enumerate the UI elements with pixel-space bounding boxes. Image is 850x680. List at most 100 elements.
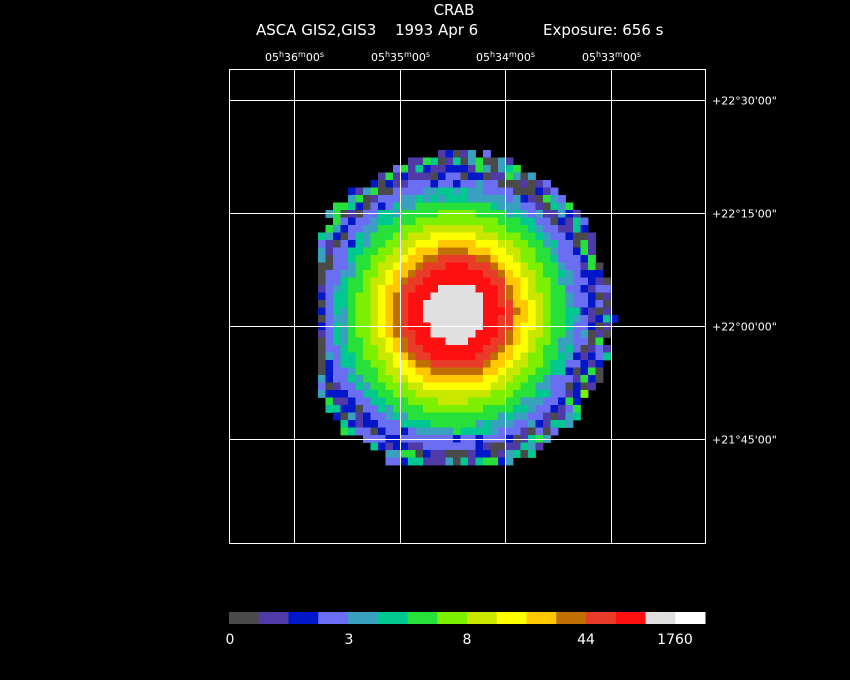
image-pixel [483, 187, 491, 196]
image-pixel [535, 390, 544, 398]
image-pixel [460, 217, 469, 226]
image-pixel [438, 412, 446, 421]
colorbar-tick-label: 8 [463, 632, 472, 648]
image-pixel [513, 270, 521, 278]
image-pixel [558, 292, 566, 301]
colorbar-tick-label: 0 [226, 632, 235, 648]
image-pixel [340, 285, 349, 293]
image-pixel [318, 337, 326, 346]
image-pixel [558, 382, 566, 391]
image-pixel [468, 172, 476, 181]
image-pixel [445, 397, 454, 406]
image-pixel [318, 277, 326, 286]
image-pixel [550, 345, 559, 353]
image-pixel [325, 360, 334, 368]
image-pixel [363, 225, 371, 233]
image-pixel [520, 360, 529, 368]
image-pixel [430, 195, 439, 203]
colorbar-swatch [258, 612, 289, 624]
image-pixel [333, 367, 341, 376]
image-pixel [603, 315, 611, 323]
image-pixel [370, 397, 379, 406]
image-pixel [550, 412, 559, 421]
image-pixel [430, 307, 439, 316]
image-pixel [385, 180, 394, 188]
image-pixel [370, 330, 379, 338]
image-pixel [415, 270, 424, 278]
image-pixel [355, 225, 364, 233]
image-pixel [520, 202, 529, 211]
image-pixel [460, 240, 469, 248]
image-pixel [550, 360, 559, 368]
image-pixel [588, 277, 596, 286]
image-pixel [400, 420, 409, 428]
image-pixel [460, 307, 469, 316]
image-pixel [385, 405, 394, 413]
image-pixel [445, 187, 454, 196]
image-pixel [370, 195, 379, 203]
image-pixel [513, 405, 521, 413]
image-pixel [475, 262, 484, 271]
image-pixel [445, 285, 454, 293]
image-pixel [505, 285, 514, 293]
image-pixel [363, 277, 371, 286]
image-pixel [438, 270, 446, 278]
image-pixel [348, 225, 356, 233]
image-pixel [483, 315, 491, 323]
image-pixel [318, 270, 326, 278]
image-pixel [385, 367, 394, 376]
image-pixel [573, 247, 581, 256]
image-pixel [460, 172, 469, 181]
image-pixel [370, 255, 379, 263]
colorbar-tick-labels: 0 3 8 44 1760 [226, 632, 693, 648]
image-pixel [535, 352, 544, 361]
image-pixel [528, 345, 536, 353]
image-pixel [520, 307, 529, 316]
image-pixel [333, 307, 341, 316]
image-pixel [580, 247, 589, 256]
image-pixel [573, 232, 581, 241]
image-pixel [475, 232, 484, 241]
image-pixel [558, 337, 566, 346]
image-pixel [400, 352, 409, 361]
image-pixel [505, 217, 514, 226]
image-pixel [340, 397, 349, 406]
image-pixel [513, 442, 521, 451]
image-pixel [348, 307, 356, 316]
image-pixel [580, 240, 589, 248]
image-pixel [543, 225, 551, 233]
image-pixel [520, 450, 529, 458]
image-pixel [453, 442, 461, 451]
image-pixel [513, 375, 521, 383]
image-pixel [400, 382, 409, 391]
image-pixel [505, 442, 514, 451]
image-pixel [408, 262, 416, 271]
image-pixel [498, 270, 506, 278]
image-pixel [513, 255, 521, 263]
image-pixel [355, 367, 364, 376]
image-pixel [475, 405, 484, 413]
colorbar-tick-label: 3 [345, 632, 354, 648]
image-pixel [333, 300, 341, 308]
image-pixel [505, 180, 514, 188]
image-pixel [393, 360, 401, 368]
image-pixel [378, 435, 386, 443]
image-pixel [423, 330, 431, 338]
image-pixel [490, 292, 499, 301]
image-pixel [498, 262, 506, 271]
image-pixel [520, 352, 529, 361]
image-pixel [588, 292, 596, 301]
image-pixel [483, 285, 491, 293]
image-pixel [490, 270, 499, 278]
image-pixel [490, 187, 499, 196]
image-pixel [498, 300, 506, 308]
image-pixel [453, 330, 461, 338]
image-pixel [355, 390, 364, 398]
image-pixel [415, 420, 424, 428]
image-pixel [475, 397, 484, 406]
image-pixel [558, 202, 566, 211]
image-pixel [400, 232, 409, 241]
image-pixel [445, 375, 454, 383]
image-pixel [550, 397, 559, 406]
image-pixel [498, 247, 506, 256]
